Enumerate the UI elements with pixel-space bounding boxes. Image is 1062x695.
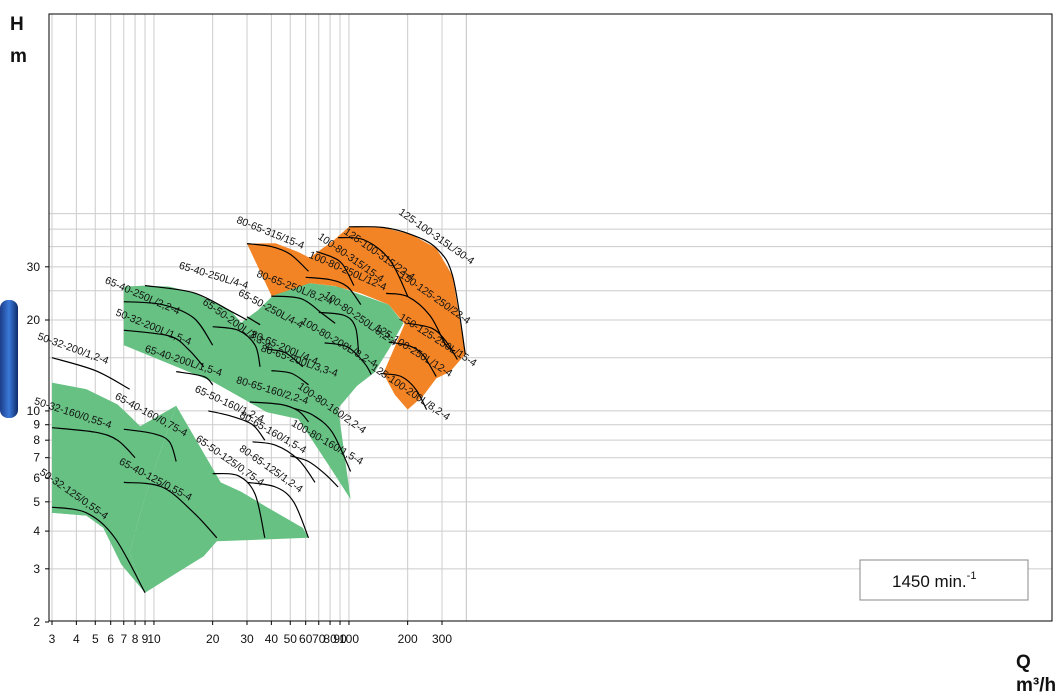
pump-curve bbox=[318, 311, 360, 353]
x-tick-label: 7 bbox=[120, 632, 127, 646]
x-tick-label: 10 bbox=[147, 632, 161, 646]
pump-curve bbox=[293, 407, 352, 472]
y-tick-label: 7 bbox=[33, 451, 40, 465]
x-tick-label: 70 bbox=[312, 632, 326, 646]
x-tick-label: 5 bbox=[92, 632, 99, 646]
pump-curve bbox=[246, 481, 310, 539]
pump-curve bbox=[123, 481, 218, 539]
x-tick-label: 40 bbox=[265, 632, 279, 646]
x-tick-label: 60 bbox=[299, 632, 313, 646]
y-axis-symbol: H bbox=[10, 14, 24, 35]
decorative-pump-image bbox=[0, 300, 18, 418]
x-tick-label: 300 bbox=[432, 632, 452, 646]
pump-curve bbox=[123, 301, 214, 346]
pump-curves bbox=[51, 226, 466, 593]
y-tick-label: 2 bbox=[33, 615, 40, 629]
pump-curve bbox=[51, 357, 130, 390]
pump-curve bbox=[252, 441, 316, 483]
pump-curve bbox=[246, 243, 309, 272]
x-tick-label: 3 bbox=[49, 632, 56, 646]
x-tick-label: 20 bbox=[206, 632, 220, 646]
pump-curve bbox=[271, 370, 309, 386]
pump-curve bbox=[380, 372, 428, 410]
y-tick-label: 8 bbox=[33, 433, 40, 447]
pump-curve bbox=[290, 455, 339, 488]
speed-annotation-superscript: -1 bbox=[967, 570, 977, 582]
pump-curve bbox=[249, 401, 309, 423]
pump-curve bbox=[51, 427, 136, 459]
y-tick-label: 9 bbox=[33, 418, 40, 432]
x-tick-label: 4 bbox=[73, 632, 80, 646]
x-tick-label: 9 bbox=[142, 632, 149, 646]
pump-curve bbox=[407, 322, 458, 360]
x-tick-label: 100 bbox=[339, 632, 359, 646]
x-tick-label: 8 bbox=[132, 632, 139, 646]
pump-curve bbox=[305, 276, 362, 305]
y-tick-label: 6 bbox=[33, 471, 40, 485]
y-tick-label: 10 bbox=[27, 404, 41, 418]
pump-curve bbox=[123, 428, 177, 462]
pump-curve bbox=[176, 371, 214, 386]
speed-annotation-text: 1450 min. bbox=[892, 572, 967, 591]
pump-curve bbox=[144, 285, 248, 321]
y-tick-label: 3 bbox=[33, 562, 40, 576]
pump-curve bbox=[212, 326, 261, 367]
y-tick-label: 30 bbox=[27, 260, 41, 274]
x-tick-label: 80 bbox=[323, 632, 337, 646]
green-region bbox=[123, 283, 404, 500]
x-axis-symbol: Q bbox=[1016, 652, 1031, 673]
x-tick-label: 200 bbox=[398, 632, 418, 646]
x-tick-label: 30 bbox=[240, 632, 254, 646]
pump-curve bbox=[266, 348, 304, 368]
pump-curve bbox=[324, 342, 372, 375]
svg-text:1450 min.-1: 1450 min.-1 bbox=[892, 570, 976, 591]
y-tick-label: 4 bbox=[33, 524, 40, 538]
pump-curve bbox=[51, 506, 146, 593]
pump-curve bbox=[388, 341, 437, 377]
x-tick-label: 50 bbox=[284, 632, 298, 646]
pump-curve bbox=[386, 292, 456, 352]
pump-curve bbox=[316, 251, 355, 286]
speed-annotation-box: 1450 min.-1 bbox=[859, 559, 1029, 601]
pump-curve bbox=[338, 236, 409, 297]
x-axis-unit: m³/h bbox=[1016, 675, 1056, 695]
x-tick-label: 6 bbox=[107, 632, 114, 646]
pump-curve bbox=[271, 295, 336, 324]
y-tick-label: 5 bbox=[33, 495, 40, 509]
pump-curve bbox=[123, 329, 205, 368]
y-axis-unit: m bbox=[10, 46, 27, 67]
orange-region bbox=[247, 226, 466, 410]
plot-frame bbox=[48, 13, 1053, 622]
pump-curve bbox=[246, 316, 261, 326]
x-tick-label: 90 bbox=[333, 632, 347, 646]
pump-curve bbox=[208, 410, 266, 441]
y-tick-label: 20 bbox=[27, 313, 41, 327]
pump-curve bbox=[348, 226, 466, 355]
green-region bbox=[52, 382, 177, 593]
